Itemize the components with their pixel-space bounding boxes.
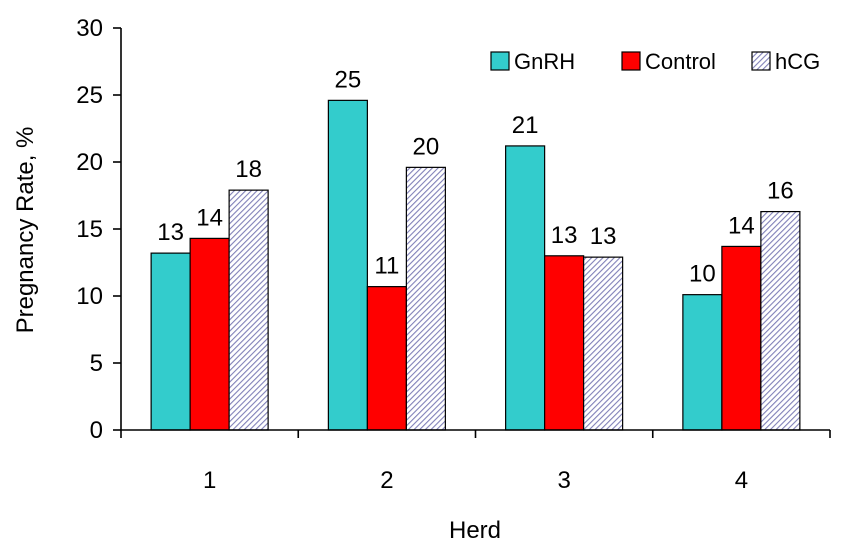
bar-control-herd-4: [722, 246, 761, 430]
legend-swatch-gnrh: [491, 52, 509, 70]
legend: GnRH Control hCG: [491, 49, 820, 74]
legend-swatch-control: [622, 52, 640, 70]
x-tick-label: 4: [735, 467, 748, 494]
legend-swatch-hcg: [752, 52, 770, 70]
legend-label-gnrh: GnRH: [514, 49, 575, 74]
data-label: 10: [689, 261, 716, 288]
y-tick-label: 0: [90, 417, 103, 444]
y-tick-label: 10: [76, 283, 103, 310]
bar-hcg-herd-3: [584, 257, 623, 430]
data-label: 20: [413, 133, 440, 160]
y-tick-label: 25: [76, 82, 103, 109]
x-tick-label: 1: [203, 467, 216, 494]
data-label: 16: [767, 178, 794, 205]
bar-hcg-herd-4: [761, 212, 800, 430]
y-tick-label: 15: [76, 216, 103, 243]
bar-control-herd-2: [367, 287, 406, 430]
bar-gnrh-herd-3: [506, 146, 545, 430]
data-label: 13: [157, 219, 184, 246]
bar-control-herd-1: [190, 238, 229, 430]
x-axis-ticks: 1 2 3 4: [121, 430, 830, 494]
data-label: 25: [335, 66, 362, 93]
y-axis-label: Pregnancy Rate, %: [12, 127, 39, 334]
y-axis-ticks: 0 5 10 15 20 25 30: [76, 15, 121, 444]
data-label: 18: [235, 156, 262, 183]
data-label: 11: [374, 253, 399, 280]
data-label: 14: [728, 212, 755, 239]
y-tick-label: 30: [76, 15, 103, 42]
data-label: 13: [551, 222, 578, 249]
bar-gnrh-herd-4: [683, 295, 722, 430]
x-tick-label: 3: [557, 467, 570, 494]
y-tick-label: 5: [90, 350, 103, 377]
data-label: 21: [512, 112, 539, 139]
x-axis-label: Herd: [449, 517, 501, 544]
legend-label-control: Control: [645, 49, 716, 74]
bar-control-herd-3: [545, 256, 584, 430]
data-label: 13: [590, 223, 617, 250]
bar-gnrh-herd-1: [151, 253, 190, 430]
data-label: 14: [196, 204, 223, 231]
bar-hcg-herd-1: [229, 190, 268, 430]
bar-gnrh-herd-2: [328, 100, 367, 430]
bar-hcg-herd-2: [406, 167, 445, 430]
y-tick-label: 20: [76, 149, 103, 176]
x-tick-label: 2: [380, 467, 393, 494]
legend-label-hcg: hCG: [775, 49, 820, 74]
